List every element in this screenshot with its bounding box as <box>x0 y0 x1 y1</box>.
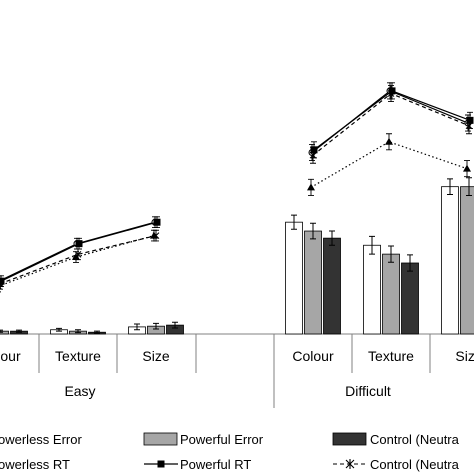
rt-point-control-neutral-rt-0 <box>0 279 4 288</box>
errorbar-powerful-error-4 <box>388 245 394 263</box>
rt-point-control-neutral-rt-3 <box>309 151 317 160</box>
errorbar-control-neutral-error-4 <box>407 254 413 272</box>
rt-point-control-neutral-rt-4 <box>387 89 395 98</box>
rt-point-powerful-rt-1 <box>75 240 83 248</box>
rt-line-unnamed-0 <box>0 235 155 287</box>
legend-label-powerless-error: owerless Error <box>0 432 82 447</box>
bar-powerful-error-4 <box>382 253 400 335</box>
bar-control-neutral-error-4 <box>401 262 419 335</box>
errorbar-control-neutral-error-3 <box>329 230 335 246</box>
errorbar-powerless-error-3 <box>291 214 297 230</box>
errorbar-powerful-error-5 <box>466 177 472 197</box>
tick-label-difficult-colour: Colour <box>292 348 334 364</box>
rt-point-unnamed-3 <box>307 183 315 191</box>
rt-line-unnamed-1 <box>310 141 468 188</box>
bar-powerful-error-3 <box>304 230 322 335</box>
errorbar-powerless-error-5 <box>447 178 453 195</box>
tick-label-easy-colour: Colour <box>0 348 21 364</box>
group-label-easy: Easy <box>64 383 95 399</box>
rt-line-control-neutral-rt-1 <box>312 92 470 156</box>
errorbar-powerless-error-1 <box>56 327 62 332</box>
rt-point-unnamed-2 <box>150 231 158 239</box>
bar-powerless-error-4 <box>363 244 381 335</box>
legend-marker-powerful-rt <box>157 460 165 468</box>
errorbar-control-neutral-error-1 <box>94 330 100 334</box>
rt-point-powerful-rt-4 <box>388 87 396 95</box>
bar-powerful-error-0 <box>0 330 9 335</box>
tick-label-easy-size: Size <box>142 348 169 364</box>
rt-point-control-neutral-rt-5 <box>465 121 473 130</box>
legend-label-powerful-error: Powerful Error <box>180 432 264 447</box>
rt-point-powerful-rt-3 <box>310 146 318 154</box>
legend-label-control-rt: Control (Neutra <box>370 457 460 472</box>
rt-line-control-neutral-rt-0 <box>0 235 157 285</box>
rt-lines-layer <box>0 82 474 293</box>
legend-marker-control-rt <box>345 459 355 469</box>
errorbar-powerful-error-2 <box>153 322 159 330</box>
legend-label-control-error: Control (Neutra <box>370 432 460 447</box>
errorbar-powerless-error-4 <box>369 235 375 255</box>
rt-point-unnamed-1 <box>72 253 80 261</box>
rt-point-powerful-rt-2 <box>153 218 161 226</box>
errorbar-control-neutral-error-0 <box>16 329 22 333</box>
tick-label-difficult-texture: Texture <box>368 348 414 364</box>
legend-swatch-powerful-error <box>143 432 178 446</box>
legend-label-powerless-rt: owerless RT <box>0 457 70 472</box>
bar-powerless-error-5 <box>441 186 459 335</box>
tick-label-easy-texture: Texture <box>55 348 101 364</box>
rt-line-powerful-rt-1 <box>313 90 471 151</box>
errorbar-powerless-error-2 <box>134 323 140 331</box>
group-label-difficult: Difficult <box>345 383 391 399</box>
tick-label-difficult-size: Size <box>455 348 474 364</box>
legend-label-powerful-rt: Powerful RT <box>180 457 251 472</box>
rt-point-powerful-rt-5 <box>466 116 474 124</box>
bar-powerless-error-3 <box>285 221 303 335</box>
bar-control-neutral-error-3 <box>323 237 341 335</box>
rt-point-unnamed-5 <box>463 164 471 172</box>
legend: owerless Error Powerful Error Control (N… <box>0 432 460 472</box>
errorbar-powerful-error-3 <box>310 222 316 240</box>
bar-powerful-error-5 <box>460 186 474 335</box>
errorbar-powerful-error-1 <box>75 329 81 334</box>
rt-errorbar-control-neutral-rt-0 <box>0 278 3 290</box>
category-dividers <box>38 334 431 408</box>
errorbar-control-neutral-error-2 <box>172 321 178 329</box>
legend-swatch-control-error <box>332 432 367 446</box>
errorbar-powerful-error-0 <box>0 329 3 333</box>
rt-point-unnamed-0 <box>0 286 2 290</box>
error-bars-layer <box>0 177 474 335</box>
rt-point-unnamed-4 <box>385 137 393 145</box>
